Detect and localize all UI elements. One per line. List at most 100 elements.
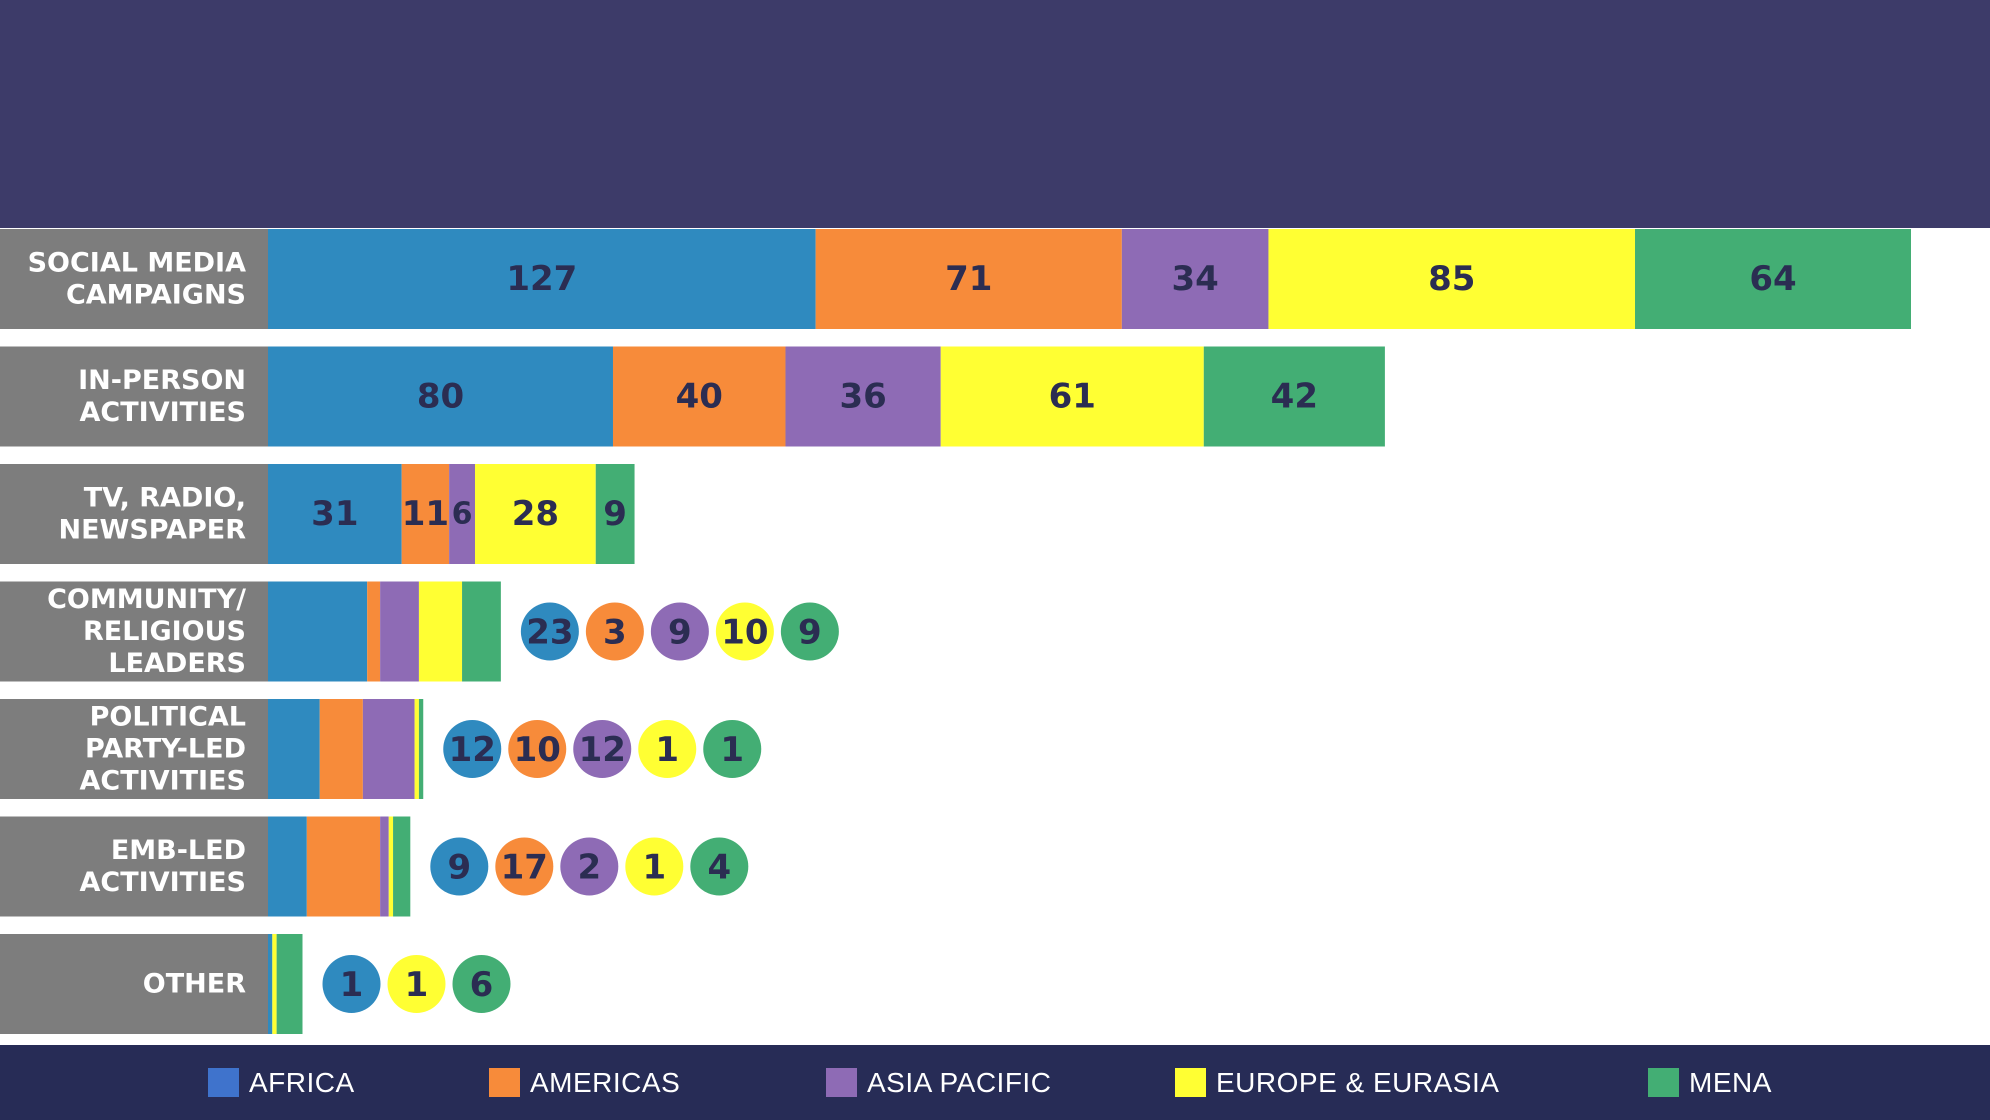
bubble-label: 1 bbox=[340, 965, 364, 1005]
bar-segment bbox=[268, 816, 307, 917]
value-bubble bbox=[387, 955, 446, 1013]
value-bubble bbox=[560, 837, 619, 896]
legend-item: MENA bbox=[1648, 1045, 1772, 1120]
bubble-label: 1 bbox=[642, 848, 666, 888]
legend-label: ASIA PACIFIC bbox=[867, 1066, 1052, 1098]
value-bubble bbox=[625, 837, 684, 896]
value-bubble bbox=[690, 837, 749, 896]
category-label: NEWSPAPER bbox=[59, 515, 247, 546]
bar-segment bbox=[380, 816, 389, 917]
bubble-label: 9 bbox=[668, 613, 692, 653]
bubble-label: 9 bbox=[798, 613, 822, 653]
bar-segment bbox=[268, 464, 402, 564]
bar-segment bbox=[940, 346, 1204, 447]
header-band bbox=[0, 0, 1990, 228]
value-bubble bbox=[573, 720, 632, 778]
category-label: OTHER bbox=[143, 969, 246, 1000]
bar-segment bbox=[612, 346, 786, 447]
data-label: 11 bbox=[402, 494, 449, 534]
bar-segment bbox=[595, 464, 635, 564]
value-bubble bbox=[443, 720, 502, 778]
data-label: 40 bbox=[676, 377, 723, 417]
category-label: SOCIAL MEDIA bbox=[28, 248, 247, 279]
data-label: 36 bbox=[839, 377, 886, 417]
legend-label: MENA bbox=[1689, 1066, 1772, 1098]
category-label: EMB-LED bbox=[111, 835, 246, 866]
legend-label: EUROPE & EURASIA bbox=[1216, 1066, 1500, 1098]
data-label: 64 bbox=[1749, 259, 1796, 299]
bar-segment bbox=[268, 229, 816, 329]
legend-swatch bbox=[1175, 1068, 1206, 1097]
bubble-label: 1 bbox=[405, 965, 429, 1005]
bar-segment bbox=[393, 816, 411, 917]
bar-segment bbox=[1635, 229, 1911, 329]
data-label: 61 bbox=[1049, 377, 1096, 417]
data-label: 34 bbox=[1171, 259, 1218, 299]
bubble-label: 12 bbox=[579, 730, 626, 770]
bar-segment bbox=[380, 581, 419, 682]
bar-segment bbox=[268, 346, 613, 447]
bar-segment bbox=[449, 464, 475, 564]
bar-segment bbox=[815, 229, 1122, 329]
data-label: 80 bbox=[417, 377, 464, 417]
category-label: ACTIVITIES bbox=[80, 766, 246, 797]
value-bubble bbox=[638, 720, 697, 778]
category-label: IN-PERSON bbox=[78, 365, 246, 396]
legend-swatch bbox=[208, 1068, 239, 1097]
value-bubble bbox=[520, 602, 579, 661]
bar-segment bbox=[418, 699, 424, 799]
bubble-label: 1 bbox=[655, 730, 679, 770]
data-label: 6 bbox=[452, 497, 473, 532]
category-label-box bbox=[0, 346, 268, 447]
value-bubble bbox=[780, 602, 839, 661]
bar-segment bbox=[418, 581, 463, 682]
category-label: ACTIVITIES bbox=[80, 867, 246, 898]
category-label: CAMPAIGNS bbox=[66, 280, 246, 311]
bubble-label: 12 bbox=[449, 730, 496, 770]
value-bubble bbox=[650, 602, 709, 661]
legend-label: AMERICAS bbox=[530, 1066, 681, 1098]
bar-segment bbox=[362, 699, 415, 799]
data-label: 31 bbox=[311, 494, 358, 534]
bar-segment bbox=[268, 934, 273, 1034]
data-label: 28 bbox=[512, 494, 559, 534]
category-label: ACTIVITIES bbox=[80, 397, 246, 428]
legend-swatch bbox=[1648, 1068, 1679, 1097]
legend-swatch bbox=[826, 1068, 857, 1097]
value-bubble bbox=[495, 837, 554, 896]
data-label: 42 bbox=[1271, 377, 1318, 417]
bubble-label: 6 bbox=[470, 965, 494, 1005]
data-label: 71 bbox=[945, 259, 992, 299]
bar-segment bbox=[319, 699, 363, 799]
category-label: RELIGIOUS bbox=[83, 616, 246, 647]
value-bubble bbox=[703, 720, 762, 778]
bar-segment bbox=[1121, 229, 1269, 329]
legend-label: AFRICA bbox=[249, 1066, 355, 1098]
category-label-box bbox=[0, 464, 268, 564]
bubble-label: 2 bbox=[577, 848, 601, 888]
value-bubble bbox=[508, 720, 567, 778]
bar-segment bbox=[268, 699, 320, 799]
category-label-box bbox=[0, 816, 268, 917]
category-label: TV, RADIO, bbox=[84, 483, 246, 514]
bubble-label: 9 bbox=[447, 848, 471, 888]
category-label: COMMUNITY/ bbox=[47, 584, 246, 615]
data-label: 9 bbox=[603, 494, 627, 534]
value-bubble bbox=[430, 837, 489, 896]
bar-segment bbox=[785, 346, 941, 447]
bar-segment bbox=[401, 464, 450, 564]
data-label: 127 bbox=[506, 259, 577, 299]
bar-segment bbox=[414, 699, 419, 799]
bubble-label: 10 bbox=[514, 730, 561, 770]
data-label: 85 bbox=[1428, 259, 1475, 299]
bubble-label: 1 bbox=[720, 730, 744, 770]
bar-segment bbox=[276, 934, 303, 1034]
bar-segment bbox=[462, 581, 501, 682]
value-bubble bbox=[322, 955, 381, 1013]
category-label: PARTY-LED bbox=[85, 734, 246, 765]
bar-segment bbox=[272, 934, 277, 1034]
bubble-label: 3 bbox=[603, 613, 627, 653]
legend-item: ASIA PACIFIC bbox=[826, 1045, 1051, 1120]
bar-segment bbox=[1268, 229, 1636, 329]
